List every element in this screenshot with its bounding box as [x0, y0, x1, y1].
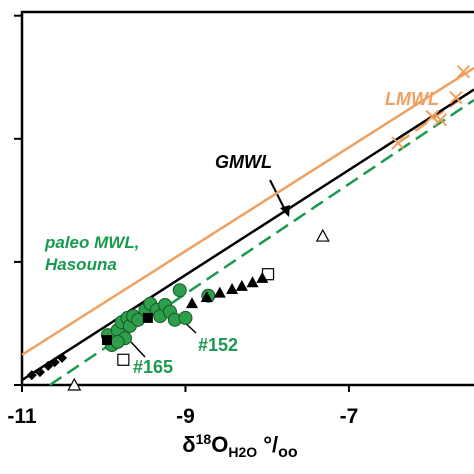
annotation: #152: [198, 335, 238, 355]
x-tick-label: -7: [340, 405, 359, 428]
diamond-point: [49, 357, 60, 368]
label-165-leader: [130, 341, 146, 358]
triangle-point: [226, 282, 239, 294]
triangle-point: [246, 276, 259, 288]
x-label-unit-sub: oo: [278, 444, 298, 461]
fit-line: [21, 88, 474, 382]
triangle-point: [256, 271, 269, 283]
x-point: [391, 136, 405, 150]
x-label-sup: 18: [196, 431, 212, 447]
annotation: Hasouna: [45, 255, 117, 274]
open-square-point: [117, 353, 130, 366]
x-label-o: O: [211, 432, 228, 457]
annotation: #165: [133, 357, 173, 377]
diamond-point: [34, 367, 45, 378]
x-axis-label: δ18OH2O °/oo: [182, 431, 298, 461]
x-point: [425, 109, 440, 124]
circle-point: [178, 310, 193, 325]
circle-point: [110, 334, 125, 349]
triangle-point: [235, 279, 248, 291]
x-point: [449, 90, 463, 105]
triangle-point: [200, 290, 213, 302]
x-tick-label: -9: [176, 405, 195, 428]
x-label-sub: H2O: [228, 444, 257, 460]
square-point: [102, 335, 113, 346]
open-triangle-point: [315, 228, 330, 242]
annotation: GMWL: [215, 152, 272, 172]
x-label-delta: δ: [182, 432, 195, 457]
x-point: [456, 64, 471, 79]
x-tick-label: -11: [7, 405, 37, 428]
triangle-point: [213, 286, 226, 298]
annotation: LMWL: [385, 89, 439, 109]
diamond-point: [26, 370, 37, 381]
diamond-point: [43, 360, 54, 371]
diamond-point: [57, 352, 68, 363]
triangle-point: [186, 297, 199, 309]
x-label-unit: °/: [257, 432, 278, 457]
fit-line: [21, 66, 474, 356]
plot-frame: [20, 10, 474, 387]
open-triangle-point: [67, 377, 82, 391]
square-point: [142, 312, 153, 323]
x-point: [433, 113, 448, 127]
annotation: paleo MWL,: [44, 233, 139, 252]
gmwl-arrow: [269, 179, 287, 213]
circle-point: [172, 283, 187, 298]
